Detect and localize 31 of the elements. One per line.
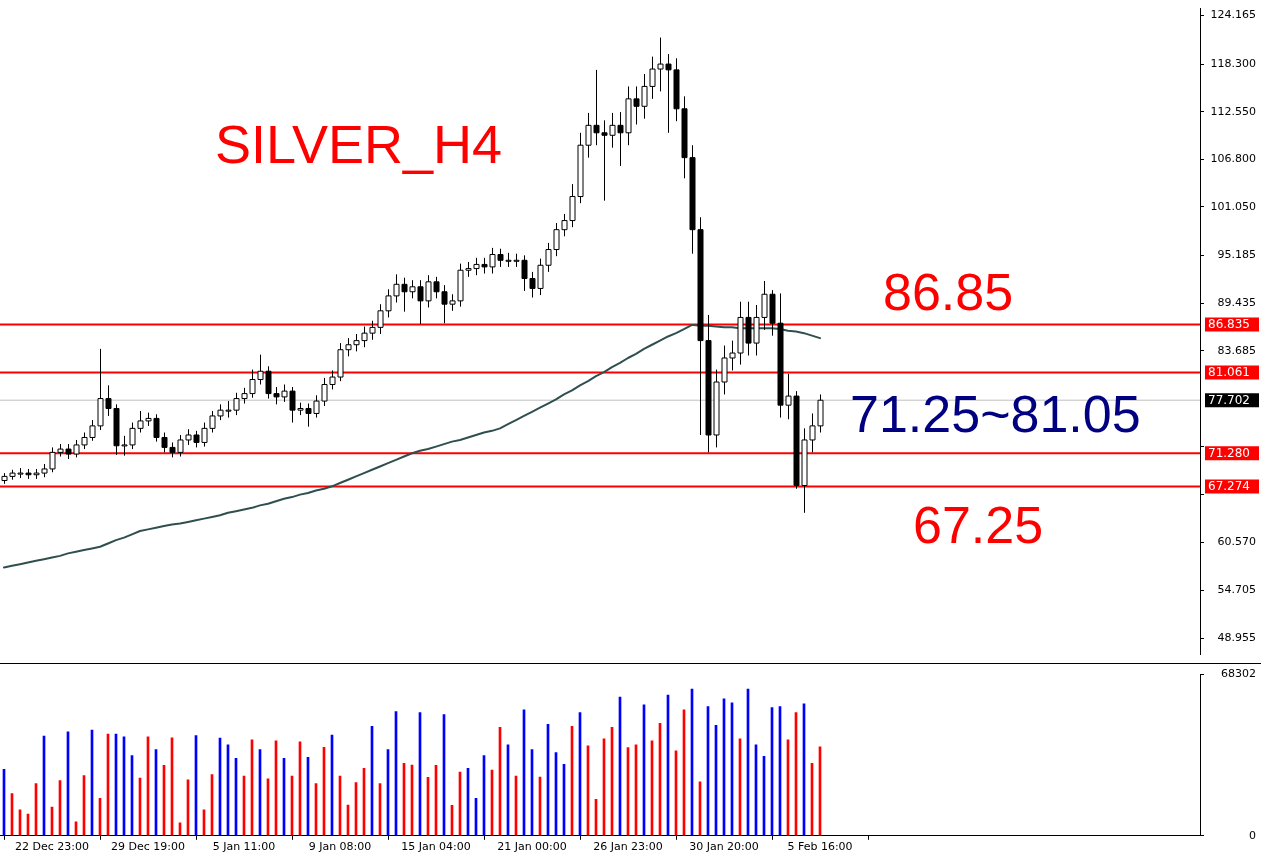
ref-line-label: 86.835 <box>1208 317 1250 332</box>
y-tick-label: 0 <box>1249 828 1256 842</box>
ref-line-label: 77.702 <box>1208 392 1250 407</box>
y-tick-label: 118.300 <box>1210 56 1256 70</box>
x-tick-label: 5 Feb 16:00 <box>787 840 853 854</box>
x-tick-label: 5 Jan 11:00 <box>212 840 276 854</box>
y-tick-label: 48.955 <box>1217 631 1256 645</box>
ref-line-label: 81.061 <box>1208 365 1250 380</box>
annotation: 67.25 <box>913 496 1044 554</box>
ref-line-label: 67.274 <box>1208 479 1250 494</box>
y-tick-label: 89.435 <box>1217 295 1256 309</box>
x-tick-label: 15 Jan 04:00 <box>401 840 471 854</box>
x-tick-label: 9 Jan 08:00 <box>308 840 372 854</box>
y-tick-label: 101.050 <box>1210 199 1256 213</box>
y-tick-label: 124.165 <box>1210 8 1256 22</box>
x-tick-label: 22 Dec 23:00 <box>15 840 89 854</box>
annotation: 71.25~81.05 <box>850 385 1141 443</box>
y-tick-label: 68302 <box>1221 666 1256 680</box>
x-tick-label: 26 Jan 23:00 <box>593 840 663 854</box>
y-tick-label: 95.185 <box>1217 248 1256 262</box>
y-tick-label: 83.685 <box>1217 343 1256 357</box>
x-tick-label: 21 Jan 00:00 <box>497 840 567 854</box>
ref-line-label: 71.280 <box>1208 446 1250 460</box>
text: SILVER_H4 <box>215 114 503 174</box>
y-tick-label: 112.550 <box>1210 104 1256 118</box>
x-tick-label: 29 Dec 19:00 <box>111 840 185 854</box>
y-tick-label: 106.800 <box>1210 152 1256 166</box>
x-tick-label: 30 Jan 20:00 <box>689 840 759 854</box>
annotation: 86.85 <box>883 263 1014 321</box>
y-tick-label: 60.570 <box>1217 534 1256 548</box>
y-tick-label: 54.705 <box>1217 583 1256 597</box>
